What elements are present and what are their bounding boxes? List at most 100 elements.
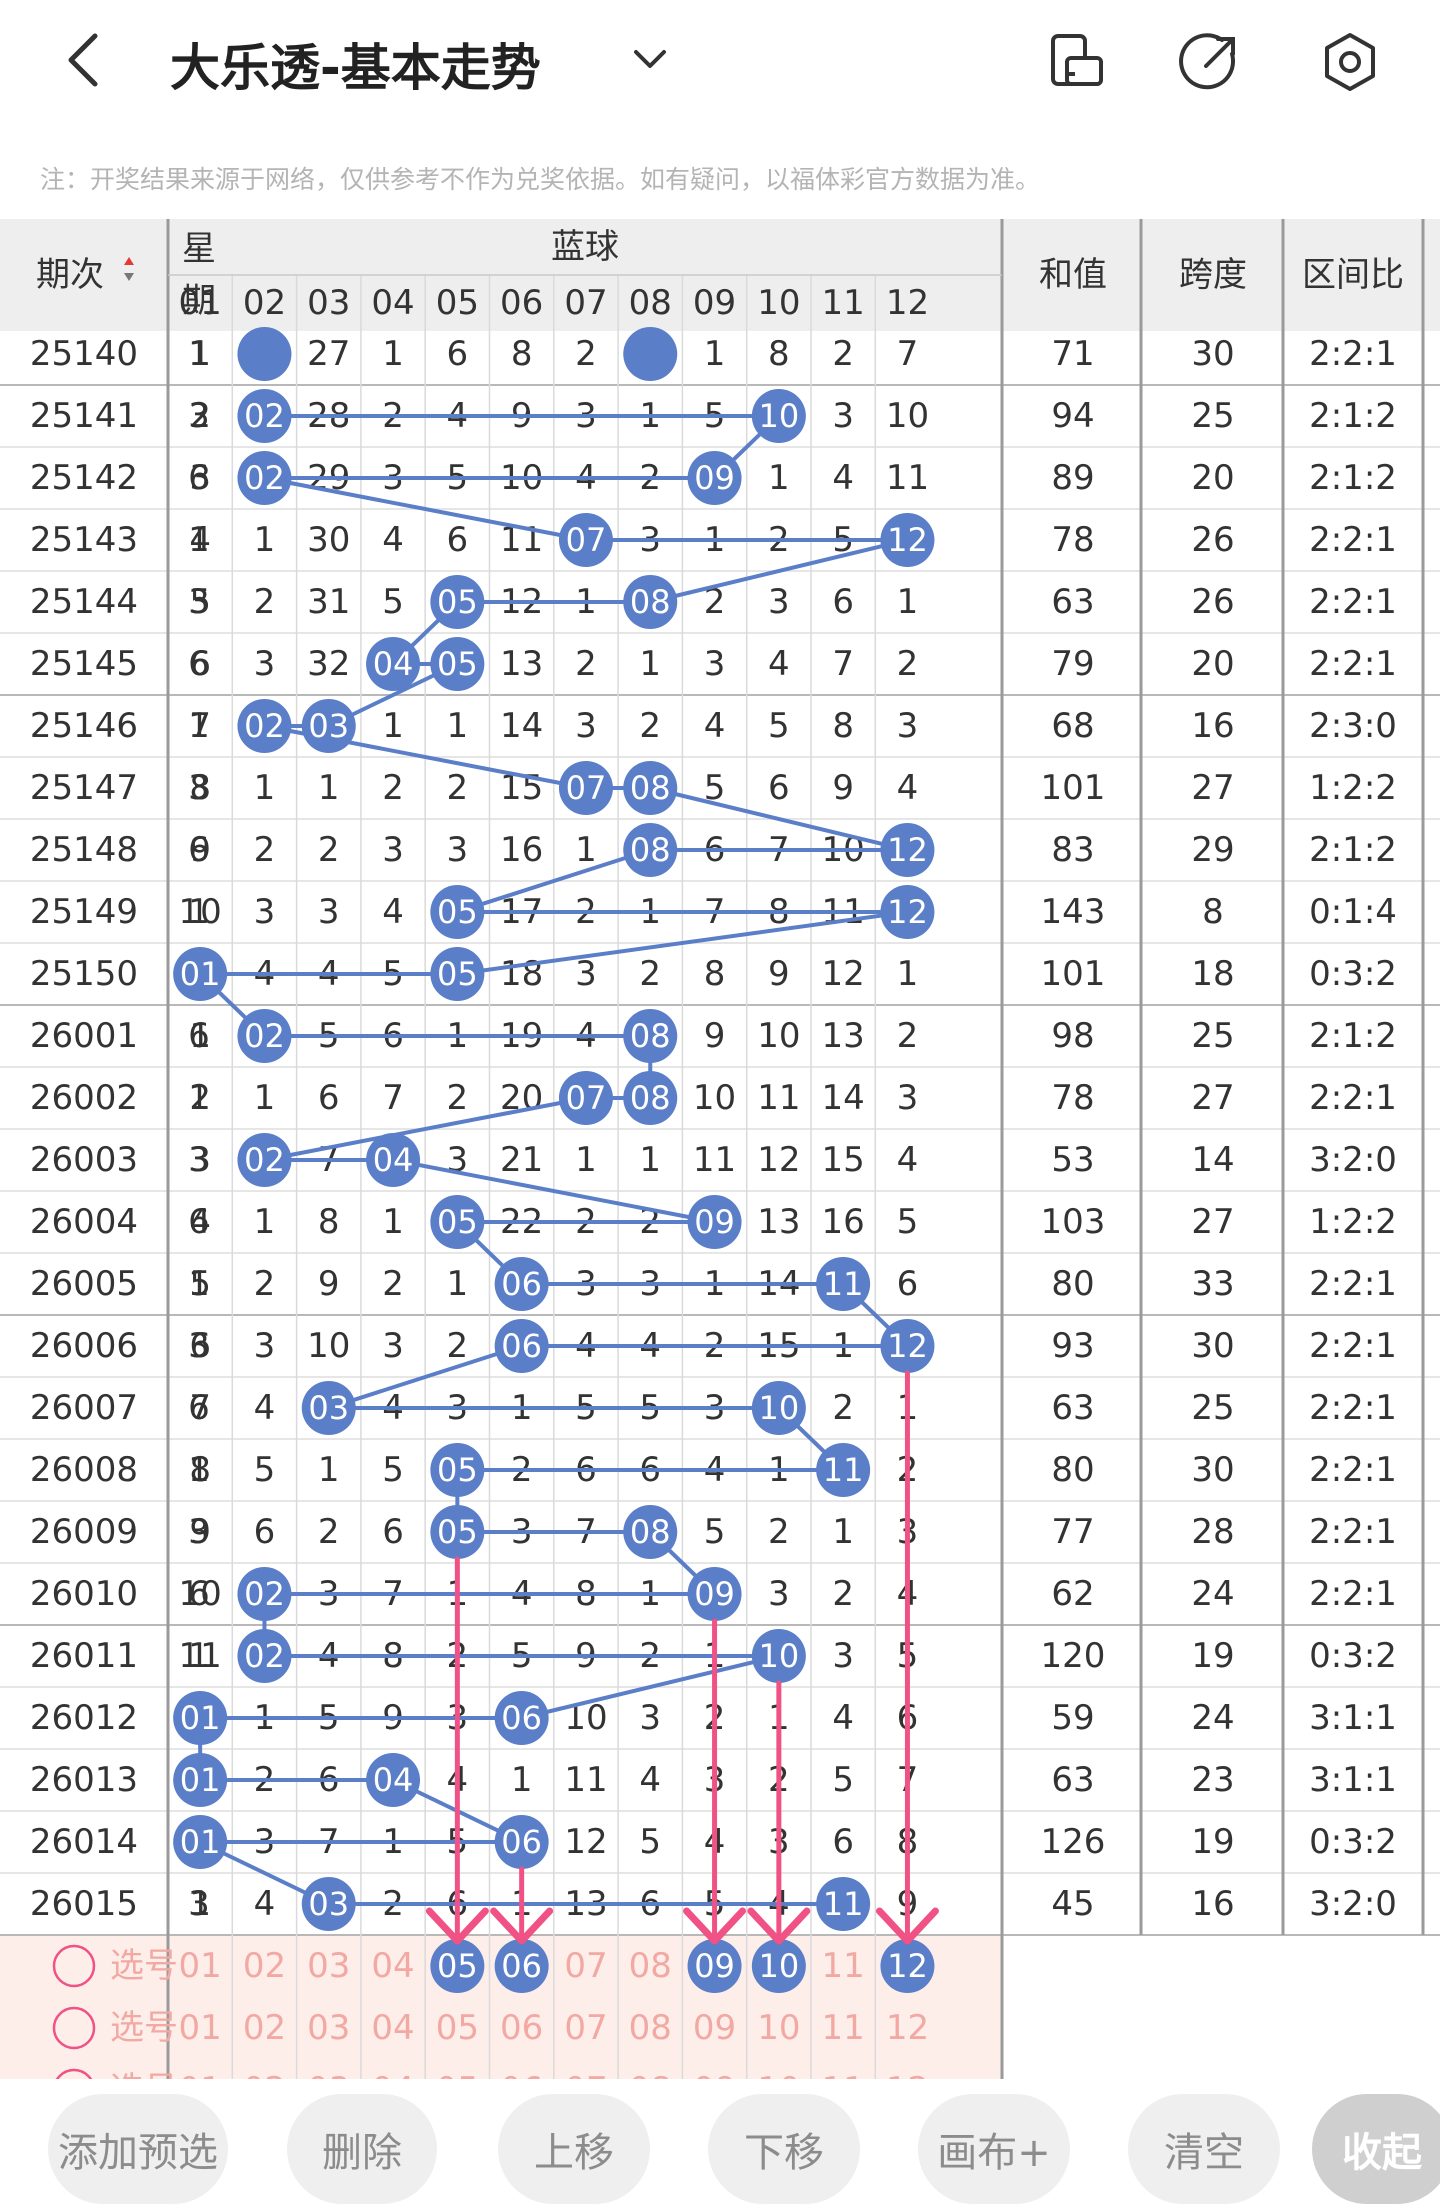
select-number[interactable]: 05 xyxy=(436,2070,479,2079)
hit-ball[interactable]: 09 xyxy=(687,451,742,505)
hit-ball[interactable]: 08 xyxy=(623,1071,678,1125)
hit-ball[interactable]: 02 xyxy=(237,389,292,443)
hit-ball[interactable]: 08 xyxy=(623,1009,678,1063)
hit-ball[interactable]: 06 xyxy=(494,1815,549,1869)
hit-ball[interactable]: 07 xyxy=(558,513,613,567)
clear-button[interactable]: 清空 xyxy=(1128,2094,1280,2204)
hit-ball[interactable]: 01 xyxy=(173,947,228,1001)
hit-ball[interactable]: 12 xyxy=(880,823,935,877)
hit-ball[interactable]: 11 xyxy=(816,1877,871,1931)
chevron-down-icon[interactable] xyxy=(630,40,670,80)
selected-ball[interactable]: 05 xyxy=(430,1939,485,1993)
hit-ball[interactable]: 07 xyxy=(558,1071,613,1125)
hit-ball[interactable]: 03 xyxy=(301,699,356,753)
select-number[interactable]: 02 xyxy=(243,2070,286,2079)
select-number[interactable]: 09 xyxy=(693,2070,736,2079)
select-number[interactable]: 10 xyxy=(757,2008,800,2048)
select-number[interactable]: 05 xyxy=(436,2008,479,2048)
hit-ball[interactable]: 04 xyxy=(366,637,421,691)
move-up-button[interactable]: 上移 xyxy=(498,2094,650,2204)
hit-ball[interactable]: 05 xyxy=(430,637,485,691)
hit-ball[interactable]: 09 xyxy=(687,1195,742,1249)
hit-ball[interactable]: 10 xyxy=(751,1629,806,1683)
settings-gear-icon[interactable] xyxy=(1318,30,1382,94)
select-number[interactable]: 06 xyxy=(500,2070,543,2079)
selected-ball[interactable]: 10 xyxy=(751,1939,806,1993)
select-number[interactable]: 12 xyxy=(886,2070,929,2079)
hit-ball[interactable]: 12 xyxy=(880,513,935,567)
select-number[interactable]: 04 xyxy=(371,2008,414,2048)
select-number[interactable]: 04 xyxy=(371,1946,414,1986)
select-number[interactable]: 09 xyxy=(693,2008,736,2048)
share-icon[interactable] xyxy=(1178,30,1242,94)
select-number[interactable]: 07 xyxy=(564,1946,607,1986)
select-number[interactable]: 10 xyxy=(757,2070,800,2079)
hit-ball[interactable]: 01 xyxy=(173,1691,228,1745)
delete-button[interactable]: 删除 xyxy=(287,2094,437,2204)
hit-ball[interactable]: 03 xyxy=(301,1877,356,1931)
add-preselect-button[interactable]: 添加预选 xyxy=(48,2094,228,2204)
hit-ball[interactable]: 11 xyxy=(816,1257,871,1311)
hit-ball[interactable]: 12 xyxy=(880,885,935,939)
select-number[interactable]: 03 xyxy=(307,2070,350,2079)
sort-down-icon[interactable] xyxy=(124,273,134,281)
hit-ball[interactable]: 02 xyxy=(237,1567,292,1621)
select-number[interactable]: 02 xyxy=(243,1946,286,1986)
hit-ball[interactable]: 05 xyxy=(430,575,485,629)
select-number[interactable]: 03 xyxy=(307,1946,350,1986)
hit-ball[interactable]: 05 xyxy=(430,1195,485,1249)
selected-ball[interactable]: 12 xyxy=(880,1939,935,1993)
hit-ball[interactable]: 04 xyxy=(366,1133,421,1187)
back-arrow-icon[interactable] xyxy=(55,30,115,90)
hit-ball[interactable]: 04 xyxy=(366,1753,421,1807)
hit-ball[interactable]: 10 xyxy=(751,1381,806,1435)
select-number[interactable]: 01 xyxy=(179,1946,222,1986)
hit-ball[interactable]: 08 xyxy=(623,823,678,877)
sort-up-icon[interactable] xyxy=(124,257,134,265)
hit-ball[interactable]: 06 xyxy=(494,1257,549,1311)
hit-ball[interactable]: 02 xyxy=(237,1629,292,1683)
select-number[interactable]: 12 xyxy=(886,2008,929,2048)
hit-ball[interactable]: 02 xyxy=(237,451,292,505)
collapse-button[interactable]: 收起 xyxy=(1312,2094,1440,2204)
hit-ball[interactable]: 01 xyxy=(173,1815,228,1869)
select-radio[interactable] xyxy=(52,1944,96,1988)
hit-ball[interactable]: 12 xyxy=(880,1319,935,1373)
trend-chart[interactable]: 25140 1 1 27 1 6 8 2 1 8 2 7 71 30 2:2:1 期次星期蓝球 01 02 03 04… xyxy=(0,219,1440,2079)
select-number[interactable]: 08 xyxy=(629,1946,672,1986)
select-number[interactable]: 03 xyxy=(307,2008,350,2048)
move-down-button[interactable]: 下移 xyxy=(708,2094,860,2204)
hit-ball[interactable]: 08 xyxy=(623,1505,678,1559)
hit-ball[interactable]: 11 xyxy=(816,1443,871,1497)
hit-ball[interactable]: 07 xyxy=(558,761,613,815)
hit-ball[interactable]: 05 xyxy=(430,885,485,939)
selected-ball[interactable]: 09 xyxy=(687,1939,742,1993)
select-number[interactable]: 06 xyxy=(500,2008,543,2048)
select-number[interactable]: 11 xyxy=(822,1946,865,1986)
select-number[interactable]: 11 xyxy=(822,2070,865,2079)
hit-ball[interactable]: 08 xyxy=(623,761,678,815)
select-number[interactable]: 07 xyxy=(564,2070,607,2079)
hit-ball[interactable]: 01 xyxy=(173,1753,228,1807)
select-number[interactable]: 04 xyxy=(371,2070,414,2079)
hit-ball[interactable]: 05 xyxy=(430,1443,485,1497)
select-number[interactable]: 07 xyxy=(564,2008,607,2048)
select-number[interactable]: 01 xyxy=(179,2070,222,2079)
select-radio[interactable] xyxy=(52,2006,96,2050)
hit-ball[interactable]: 05 xyxy=(430,947,485,1001)
select-radio[interactable] xyxy=(54,2068,94,2079)
hit-ball[interactable]: 06 xyxy=(494,1319,549,1373)
selected-ball[interactable]: 06 xyxy=(494,1939,549,1993)
select-number[interactable]: 08 xyxy=(629,2008,672,2048)
rotate-screen-icon[interactable] xyxy=(1045,30,1109,94)
select-number[interactable]: 01 xyxy=(179,2008,222,2048)
hit-ball[interactable]: 09 xyxy=(687,1567,742,1621)
canvas-plus-button[interactable]: 画布+ xyxy=(918,2094,1070,2204)
select-number[interactable]: 02 xyxy=(243,2008,286,2048)
hit-ball[interactable]: 06 xyxy=(494,1691,549,1745)
hit-ball[interactable]: 02 xyxy=(237,699,292,753)
hit-ball[interactable]: 10 xyxy=(751,389,806,443)
hit-ball[interactable]: 03 xyxy=(301,1381,356,1435)
hit-ball[interactable]: 08 xyxy=(623,575,678,629)
hit-ball[interactable]: 02 xyxy=(237,1009,292,1063)
